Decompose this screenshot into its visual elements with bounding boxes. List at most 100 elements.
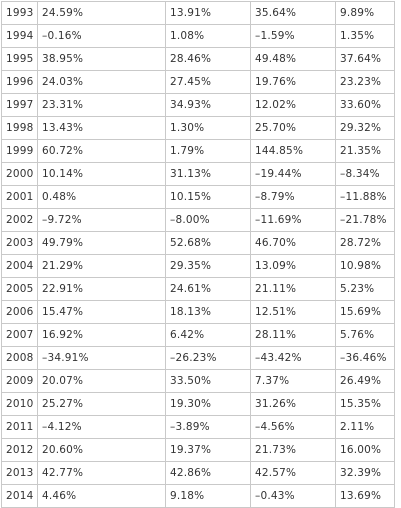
return-cell-col-4: 16.00% bbox=[335, 438, 395, 462]
year-cell: 2008 bbox=[1, 346, 38, 370]
return-cell-col-2: 18.13% bbox=[165, 300, 251, 324]
return-cell-col-3: 49.48% bbox=[250, 47, 336, 71]
return-cell-col-1: 10.14% bbox=[37, 162, 166, 186]
return-cell-col-4: 9.89% bbox=[335, 1, 395, 25]
return-cell-col-3: 12.51% bbox=[250, 300, 336, 324]
return-cell-col-4: 37.64% bbox=[335, 47, 395, 71]
return-cell-col-3: 12.02% bbox=[250, 93, 336, 117]
return-cell-col-3: –1.59% bbox=[250, 24, 336, 48]
return-cell-col-4: 26.49% bbox=[335, 369, 395, 393]
table-row: 2005 22.91% 24.61% 21.11% 5.23% bbox=[1, 277, 395, 301]
return-cell-col-1: 49.79% bbox=[37, 231, 166, 255]
return-cell-col-3: 25.70% bbox=[250, 116, 336, 140]
table-row: 2001 0.48% 10.15% –8.79% –11.88% bbox=[1, 185, 395, 209]
return-cell-col-1: 42.77% bbox=[37, 461, 166, 485]
return-cell-col-2: 13.91% bbox=[165, 1, 251, 25]
return-cell-col-2: 29.35% bbox=[165, 254, 251, 278]
return-cell-col-2: 6.42% bbox=[165, 323, 251, 347]
return-cell-col-2: –8.00% bbox=[165, 208, 251, 232]
return-cell-col-3: –43.42% bbox=[250, 346, 336, 370]
return-cell-col-1: 21.29% bbox=[37, 254, 166, 278]
return-cell-col-3: –0.43% bbox=[250, 484, 336, 508]
year-cell: 2004 bbox=[1, 254, 38, 278]
year-cell: 2003 bbox=[1, 231, 38, 255]
return-cell-col-1: 13.43% bbox=[37, 116, 166, 140]
year-cell: 2009 bbox=[1, 369, 38, 393]
return-cell-col-2: 31.13% bbox=[165, 162, 251, 186]
return-cell-col-1: 20.07% bbox=[37, 369, 166, 393]
year-cell: 1994 bbox=[1, 24, 38, 48]
table-row: 2002 –9.72% –8.00% –11.69% –21.78% bbox=[1, 208, 395, 232]
return-cell-col-4: 15.35% bbox=[335, 392, 395, 416]
return-cell-col-4: –11.88% bbox=[335, 185, 395, 209]
year-cell: 2006 bbox=[1, 300, 38, 324]
return-cell-col-1: 20.60% bbox=[37, 438, 166, 462]
year-cell: 1998 bbox=[1, 116, 38, 140]
return-cell-col-4: 28.72% bbox=[335, 231, 395, 255]
return-cell-col-3: 7.37% bbox=[250, 369, 336, 393]
return-cell-col-2: 28.46% bbox=[165, 47, 251, 71]
table-row: 1997 23.31% 34.93% 12.02% 33.60% bbox=[1, 93, 395, 117]
table-row: 2009 20.07% 33.50% 7.37% 26.49% bbox=[1, 369, 395, 393]
return-cell-col-2: 52.68% bbox=[165, 231, 251, 255]
return-cell-col-4: 32.39% bbox=[335, 461, 395, 485]
year-cell: 2001 bbox=[1, 185, 38, 209]
return-cell-col-1: 60.72% bbox=[37, 139, 166, 163]
return-cell-col-1: 23.31% bbox=[37, 93, 166, 117]
return-cell-col-4: 13.69% bbox=[335, 484, 395, 508]
return-cell-col-1: –0.16% bbox=[37, 24, 166, 48]
return-cell-col-1: 22.91% bbox=[37, 277, 166, 301]
table-row: 1998 13.43% 1.30% 25.70% 29.32% bbox=[1, 116, 395, 140]
return-cell-col-1: 24.59% bbox=[37, 1, 166, 25]
return-cell-col-1: 0.48% bbox=[37, 185, 166, 209]
return-cell-col-1: 24.03% bbox=[37, 70, 166, 94]
return-cell-col-1: –9.72% bbox=[37, 208, 166, 232]
return-cell-col-2: 1.30% bbox=[165, 116, 251, 140]
table-row: 2004 21.29% 29.35% 13.09% 10.98% bbox=[1, 254, 395, 278]
table-row: 2013 42.77% 42.86% 42.57% 32.39% bbox=[1, 461, 395, 485]
return-cell-col-1: 4.46% bbox=[37, 484, 166, 508]
year-cell: 2011 bbox=[1, 415, 38, 439]
year-cell: 2013 bbox=[1, 461, 38, 485]
return-cell-col-4: 1.35% bbox=[335, 24, 395, 48]
return-cell-col-3: –4.56% bbox=[250, 415, 336, 439]
return-cell-col-3: 42.57% bbox=[250, 461, 336, 485]
return-cell-col-1: 38.95% bbox=[37, 47, 166, 71]
return-cell-col-2: 9.18% bbox=[165, 484, 251, 508]
table-row: 2000 10.14% 31.13% –19.44% –8.34% bbox=[1, 162, 395, 186]
return-cell-col-4: 2.11% bbox=[335, 415, 395, 439]
return-cell-col-2: 19.30% bbox=[165, 392, 251, 416]
return-cell-col-2: 42.86% bbox=[165, 461, 251, 485]
return-cell-col-3: 21.73% bbox=[250, 438, 336, 462]
return-cell-col-3: –8.79% bbox=[250, 185, 336, 209]
return-cell-col-4: 5.23% bbox=[335, 277, 395, 301]
year-cell: 2007 bbox=[1, 323, 38, 347]
year-cell: 2012 bbox=[1, 438, 38, 462]
year-cell: 1996 bbox=[1, 70, 38, 94]
year-cell: 2010 bbox=[1, 392, 38, 416]
table-row: 2003 49.79% 52.68% 46.70% 28.72% bbox=[1, 231, 395, 255]
return-cell-col-3: –19.44% bbox=[250, 162, 336, 186]
table-row: 2014 4.46% 9.18% –0.43% 13.69% bbox=[1, 484, 395, 508]
return-cell-col-1: 25.27% bbox=[37, 392, 166, 416]
return-cell-col-3: 21.11% bbox=[250, 277, 336, 301]
return-cell-col-4: 33.60% bbox=[335, 93, 395, 117]
return-cell-col-2: 24.61% bbox=[165, 277, 251, 301]
table-row: 1994 –0.16% 1.08% –1.59% 1.35% bbox=[1, 24, 395, 48]
return-cell-col-2: –3.89% bbox=[165, 415, 251, 439]
return-cell-col-1: –4.12% bbox=[37, 415, 166, 439]
table-row: 2012 20.60% 19.37% 21.73% 16.00% bbox=[1, 438, 395, 462]
return-cell-col-4: –8.34% bbox=[335, 162, 395, 186]
year-cell: 1997 bbox=[1, 93, 38, 117]
table-row: 1999 60.72% 1.79% 144.85% 21.35% bbox=[1, 139, 395, 163]
return-cell-col-1: –34.91% bbox=[37, 346, 166, 370]
year-cell: 1993 bbox=[1, 1, 38, 25]
year-cell: 2000 bbox=[1, 162, 38, 186]
return-cell-col-4: –21.78% bbox=[335, 208, 395, 232]
return-cell-col-2: 10.15% bbox=[165, 185, 251, 209]
return-cell-col-1: 16.92% bbox=[37, 323, 166, 347]
year-cell: 2002 bbox=[1, 208, 38, 232]
table-row: 2007 16.92% 6.42% 28.11% 5.76% bbox=[1, 323, 395, 347]
